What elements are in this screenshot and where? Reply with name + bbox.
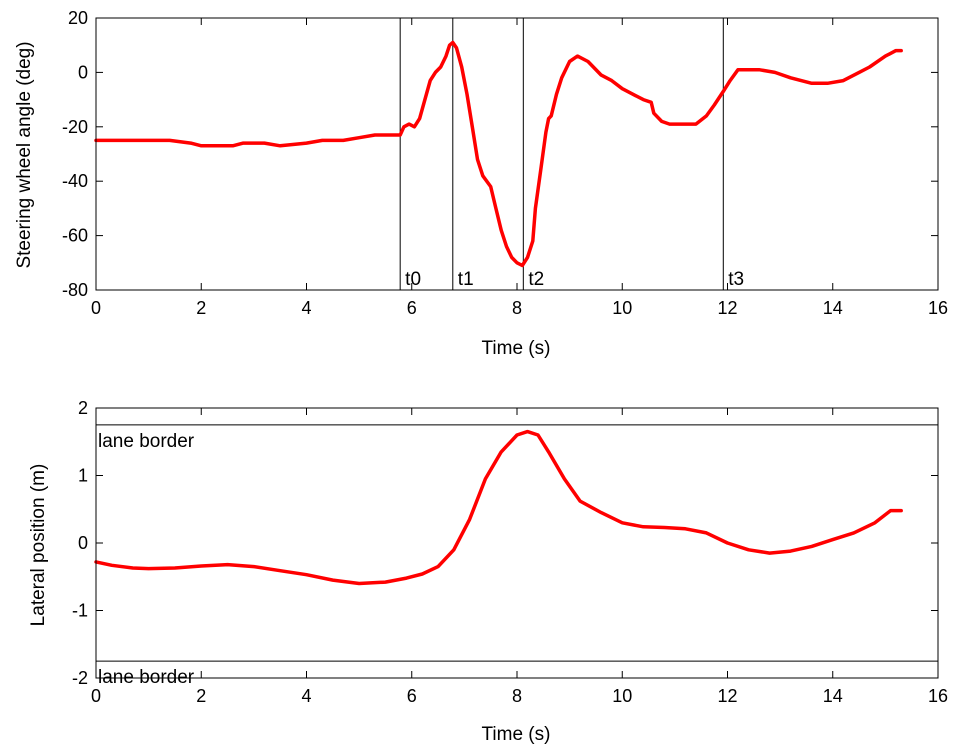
lateral-position-y-axis-label: Lateral position (m) [28,464,49,627]
steering-angle-x-tick-label: 10 [612,298,632,318]
steering-angle-x-tick-label: 4 [301,298,311,318]
steering-angle-x-tick-label: 12 [717,298,737,318]
lateral-position-x-axis-label: Time (s) [482,724,551,745]
lateral-position-x-tick-label: 0 [91,686,101,706]
steering-angle-series-line [94,40,903,268]
lateral-position-x-tick-label: 10 [612,686,632,706]
steering-angle-x-tick-label: 0 [91,298,101,318]
lateral-position-x-tick-label: 4 [301,686,311,706]
marker-label-t0: t0 [405,269,421,290]
steering-angle-y-tick-label: -60 [62,226,88,246]
marker-label-t2: t2 [528,269,544,290]
lane-border-label: lane border [98,431,195,452]
lateral-position-x-tick-label: 8 [512,686,522,706]
marker-label-t3: t3 [728,269,744,290]
lateral-position-x-tick-label: 6 [407,686,417,706]
lateral-position-x-tick-label: 2 [196,686,206,706]
lateral-position-y-tick-label: -2 [72,668,88,688]
steering-angle-y-axis-label: Steering wheel angle (deg) [14,41,35,268]
steering-angle-ticks: 0 2 4 6 8 10 12 14 16 -80 -60 -40 -20 0 20 [62,8,948,318]
marker-label-t1: t1 [458,269,474,290]
steering-angle-x-tick-label: 8 [512,298,522,318]
lateral-position-y-tick-label: 0 [78,533,88,553]
lateral-position-y-tick-label: 1 [78,466,88,486]
lateral-position-x-tick-label: 12 [717,686,737,706]
steering-angle-x-tick-label: 16 [928,298,948,318]
lateral-position-x-tick-label: 14 [823,686,843,706]
steering-angle-y-tick-label: 0 [78,62,88,82]
steering-angle-marks: t0 t1 t2 t3 [94,18,903,290]
steering-angle-y-tick-label: -80 [62,280,88,300]
steering-angle-x-tick-label: 2 [196,298,206,318]
steering-angle-y-tick-label: 20 [68,8,88,28]
steering-angle-chart: t0 t1 t2 t3 0 2 4 6 8 10 12 14 16 -80 -60 -40 -20 0 20 Ti… [14,8,948,359]
steering-angle-x-tick-label: 14 [823,298,843,318]
lateral-position-y-tick-label: -1 [72,601,88,621]
steering-angle-y-tick-label: -40 [62,171,88,191]
lateral-position-series-line [94,429,903,586]
lateral-position-y-tick-label: 2 [78,398,88,418]
lateral-position-x-tick-label: 16 [928,686,948,706]
steering-angle-x-tick-label: 6 [407,298,417,318]
steering-angle-x-axis-label: Time (s) [482,338,551,359]
steering-angle-y-tick-label: -20 [62,117,88,137]
